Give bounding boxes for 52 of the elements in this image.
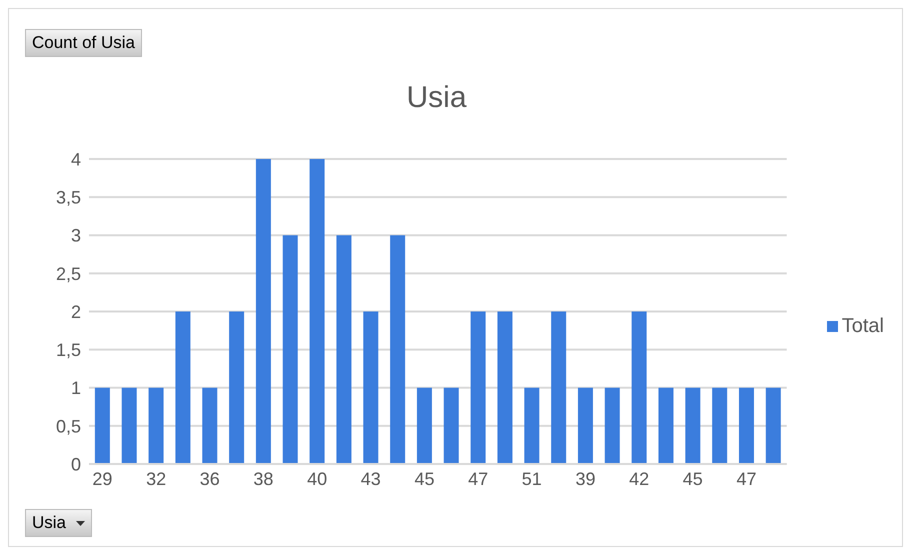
x-tick-label: 39 <box>575 468 596 489</box>
bar <box>229 312 244 464</box>
x-tick-label: 29 <box>92 468 112 489</box>
bar <box>175 312 190 464</box>
bar <box>256 159 271 464</box>
bar <box>282 235 298 464</box>
bar <box>336 235 352 464</box>
bar <box>658 388 674 464</box>
x-tick-label: 47 <box>736 468 757 489</box>
y-tick-label: 2 <box>70 302 81 322</box>
x-tick-label: 36 <box>200 468 220 489</box>
bar <box>712 388 728 464</box>
x-tick-label: 43 <box>360 468 381 489</box>
bar <box>470 312 486 464</box>
y-tick-label: 1 <box>70 378 81 398</box>
y-tick-label: 1,5 <box>56 340 81 360</box>
bar <box>94 388 110 464</box>
bar <box>497 312 512 464</box>
bar <box>578 388 593 464</box>
bar <box>604 388 620 464</box>
bar <box>766 388 781 464</box>
y-tick-label: 0 <box>70 454 81 474</box>
bar <box>390 235 406 464</box>
x-tick-label: 32 <box>146 468 166 489</box>
bar <box>632 312 647 464</box>
y-tick-label: 4 <box>70 149 81 170</box>
y-tick-label: 2,5 <box>56 264 81 284</box>
bar <box>738 388 754 464</box>
y-tick-label: 0,5 <box>56 416 81 436</box>
x-tick-label: 42 <box>629 468 650 489</box>
bar <box>148 388 164 464</box>
text: Count of Usia <box>25 29 142 57</box>
legend-label: Total <box>842 315 884 337</box>
bar <box>363 312 378 464</box>
bar <box>444 388 459 464</box>
x-tick-label: 47 <box>468 468 488 489</box>
y-tick-label: 3,5 <box>56 188 81 208</box>
bar <box>551 312 566 464</box>
x-tick-label: 45 <box>414 468 434 489</box>
y-tick-label: 3 <box>70 226 81 246</box>
chart-title: Usia <box>405 81 468 115</box>
bar <box>416 388 432 464</box>
text: Usia <box>32 513 66 533</box>
bar <box>122 388 137 464</box>
x-tick-label: 40 <box>307 468 328 489</box>
bar <box>310 159 325 464</box>
bar <box>685 388 700 464</box>
x-tick-label: 38 <box>253 468 274 489</box>
bar <box>524 388 540 464</box>
bar <box>202 388 218 464</box>
x-tick-label: 45 <box>682 468 703 489</box>
x-tick-label: 51 <box>522 468 542 489</box>
